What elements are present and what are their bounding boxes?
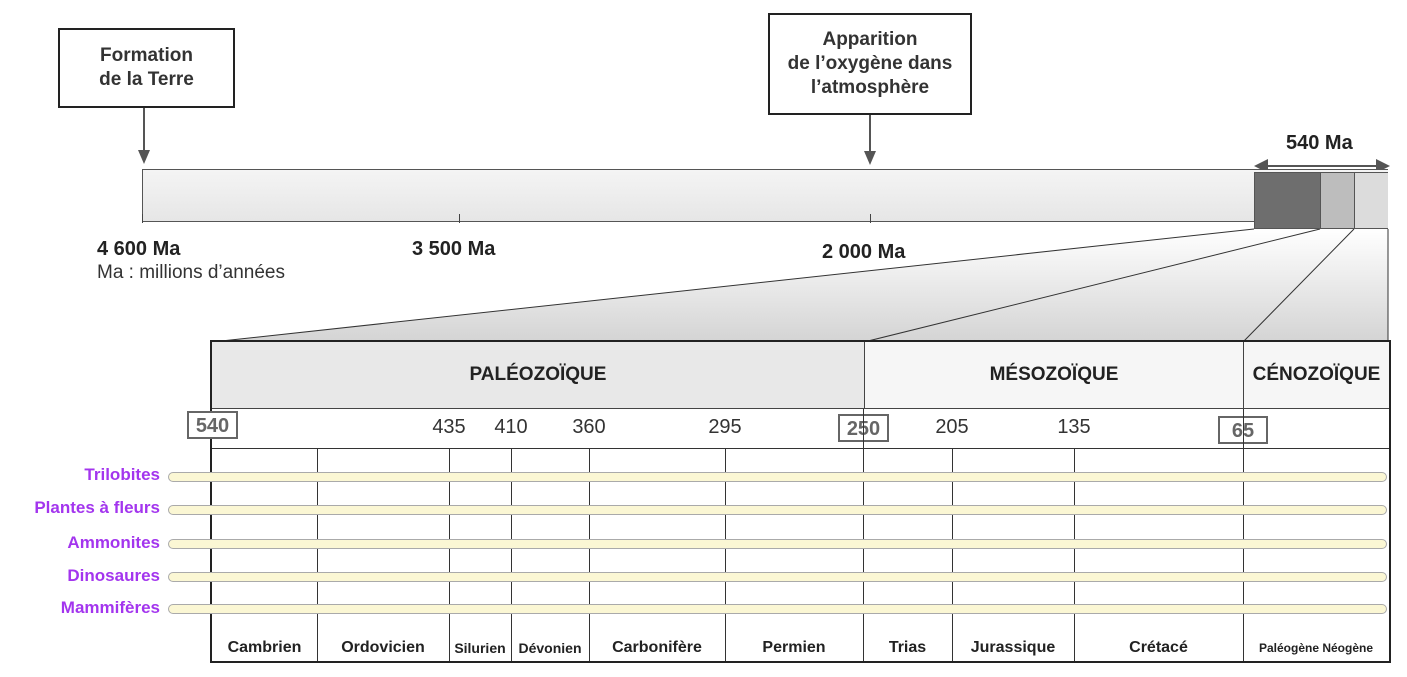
boundary-410: 410 xyxy=(494,416,528,438)
period-devonien: Dévonien xyxy=(518,640,582,656)
zoom-wedge xyxy=(212,229,1388,342)
era-table-frame xyxy=(210,340,1391,663)
timeline-segment-cenozoic xyxy=(1354,172,1388,229)
period-silurien: Silurien xyxy=(454,640,506,656)
period-line-135 xyxy=(1074,448,1075,661)
period-trias: Trias xyxy=(888,639,927,656)
boundary-295: 295 xyxy=(708,416,742,438)
period-cambrien: Cambrien xyxy=(227,639,302,656)
period-jurassique: Jurassique xyxy=(970,639,1056,656)
date-row-separator xyxy=(212,448,1389,449)
period-line-435 xyxy=(449,448,450,661)
note-millions-annees: Ma : millions d’années xyxy=(97,262,285,283)
life-bar-ammonites xyxy=(168,539,1387,549)
period-line-65 xyxy=(1243,409,1244,661)
label-3500-ma: 3 500 Ma xyxy=(412,238,496,260)
timeline-bar xyxy=(142,169,1388,222)
boundary-205: 205 xyxy=(935,416,969,438)
callout-apparition-oxygene: Apparition de l’oxygène dans l’atmosphèr… xyxy=(768,13,972,115)
zoom-line-paleozoic xyxy=(211,228,1255,343)
period-line-490 xyxy=(317,448,318,661)
tick-3500 xyxy=(459,214,460,223)
period-line-360 xyxy=(589,448,590,661)
arrow-oxygene-shaft xyxy=(869,115,871,151)
life-bar-mammiferes xyxy=(168,604,1387,614)
timeline-segment-paleozoic xyxy=(1254,172,1321,229)
timeline-segment-mesozoic xyxy=(1320,172,1355,229)
label-540-ma: 540 Ma xyxy=(1286,132,1353,154)
boundary-135: 135 xyxy=(1057,416,1091,438)
tick-4600 xyxy=(142,214,143,223)
era-mesozoique: MÉSOZOÏQUE xyxy=(864,342,1243,409)
zoom-line-cenozoic xyxy=(1242,228,1355,343)
period-cretace: Crétacé xyxy=(1129,639,1188,656)
callout-formation-terre: Formation de la Terre xyxy=(58,28,235,108)
life-bar-plantes-a-fleurs xyxy=(168,505,1387,515)
period-paleogene-neogene: Paléogène Néogène xyxy=(1258,641,1374,655)
life-label-dinosaures: Dinosaures xyxy=(67,566,160,585)
period-ordovicien: Ordovicien xyxy=(341,639,425,656)
arrow-formation-head xyxy=(138,150,150,164)
label-4600-ma: 4 600 Ma xyxy=(97,238,181,260)
life-bar-trilobites xyxy=(168,472,1387,482)
era-cenozoique: CÉNOZOÏQUE xyxy=(1243,342,1389,409)
period-line-410 xyxy=(511,448,512,661)
period-line-295 xyxy=(725,448,726,661)
life-label-ammonites: Ammonites xyxy=(67,533,160,552)
tick-2000 xyxy=(870,214,871,223)
boundary-435: 435 xyxy=(432,416,466,438)
label-2000-ma: 2 000 Ma xyxy=(822,241,906,263)
arrow-oxygene-head xyxy=(864,151,876,165)
life-label-trilobites: Trilobites xyxy=(84,465,160,484)
life-bar-dinosaures xyxy=(168,572,1387,582)
life-label-plantes-a-fleurs: Plantes à fleurs xyxy=(34,498,160,517)
period-line-250 xyxy=(863,409,864,661)
life-label-mammiferes: Mammifères xyxy=(60,598,160,617)
era-paleozoique: PALÉOZOÏQUE xyxy=(212,342,864,409)
boundary-360: 360 xyxy=(572,416,606,438)
zoom-line-mesozoic xyxy=(863,228,1321,343)
period-permien: Permien xyxy=(762,639,826,656)
period-line-205 xyxy=(952,448,953,661)
period-carbonifere: Carbonifère xyxy=(612,639,702,656)
boundary-540: 540 xyxy=(187,411,238,439)
arrow-formation-shaft xyxy=(143,108,145,150)
